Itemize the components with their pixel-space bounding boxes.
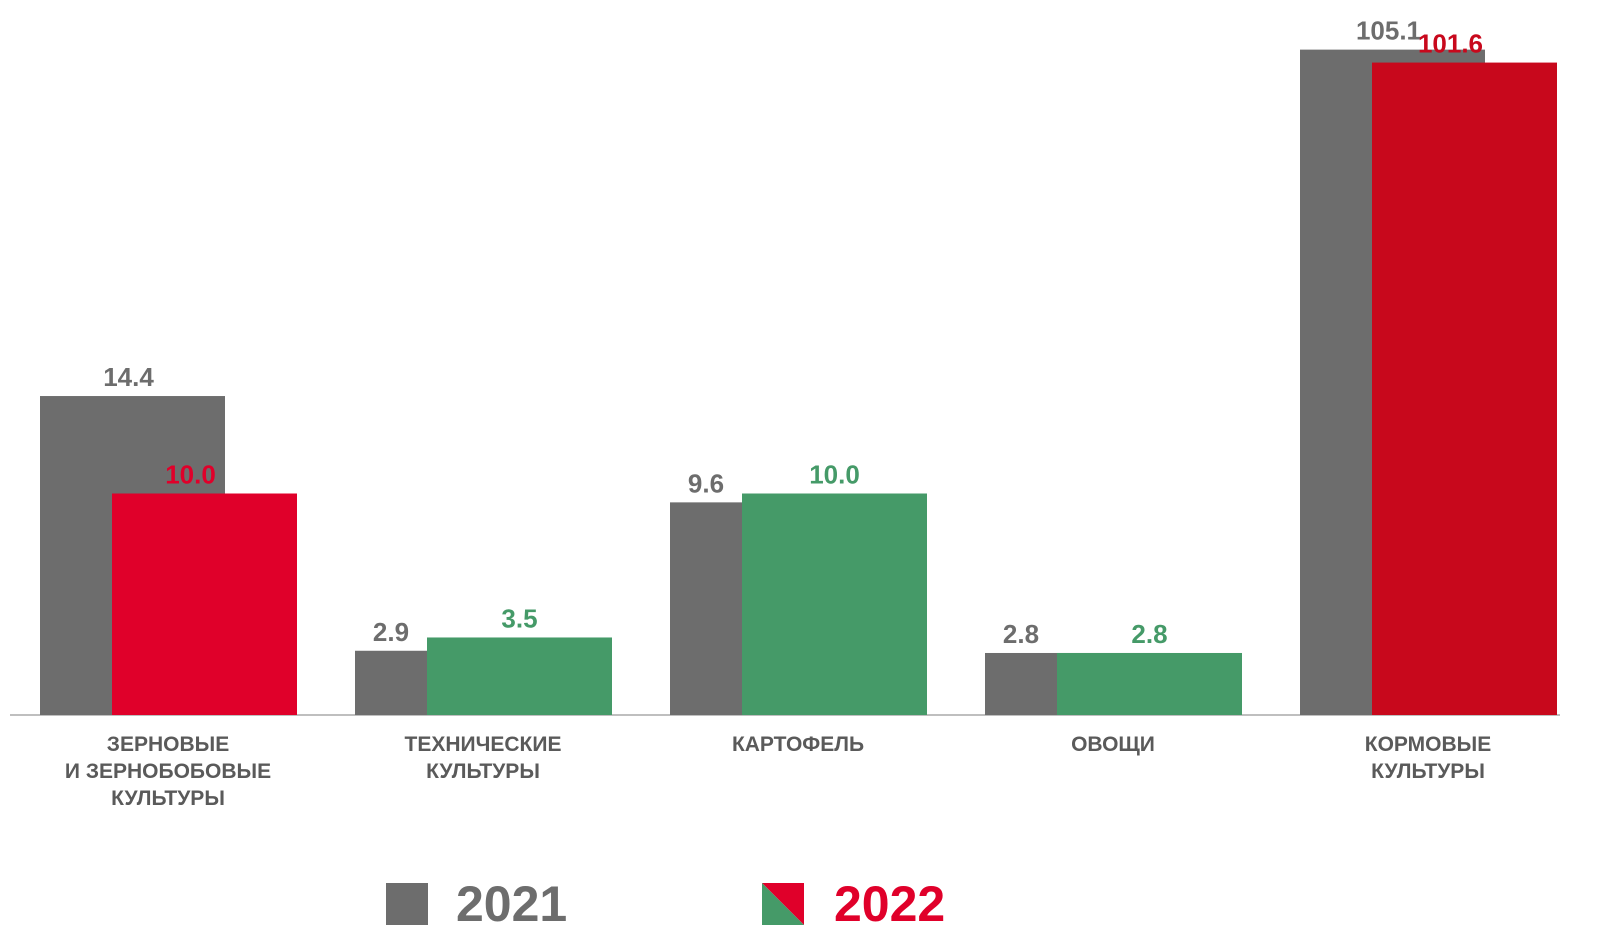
data-label: 101.6 [1418,29,1483,59]
data-label: 10.0 [165,460,216,490]
data-label: 2.9 [373,617,409,647]
data-label: 10.0 [809,460,860,490]
x-tick-label: КОРМОВЫЕ КУЛЬТУРЫ [1364,733,1492,783]
x-tick-label: ЗЕРНОВЫЕ И ЗЕРНОБОБОВЫЕ КУЛЬТУРЫ [64,733,272,810]
legend-label: 2021 [456,876,568,932]
bar [1057,652,1242,715]
legend-swatch [386,883,428,925]
bar [1372,62,1557,715]
x-tick-label: ТЕХНИЧЕСКИЕ КУЛЬТУРЫ [404,733,562,783]
bar [742,493,927,715]
data-label: 2.8 [1131,619,1167,649]
bar [427,637,612,715]
data-label: 14.4 [103,362,154,392]
data-label: 2.8 [1003,619,1039,649]
data-label: 9.6 [688,468,724,498]
x-tick-label: КАРТОФЕЛЬ [731,733,865,756]
bar [112,493,297,715]
legend-swatch [762,883,804,925]
x-tick-label: ОВОЩИ [1071,733,1155,756]
data-label: 3.5 [501,603,537,633]
legend-label: 2022 [834,876,946,932]
data-label: 105.1 [1356,16,1421,46]
